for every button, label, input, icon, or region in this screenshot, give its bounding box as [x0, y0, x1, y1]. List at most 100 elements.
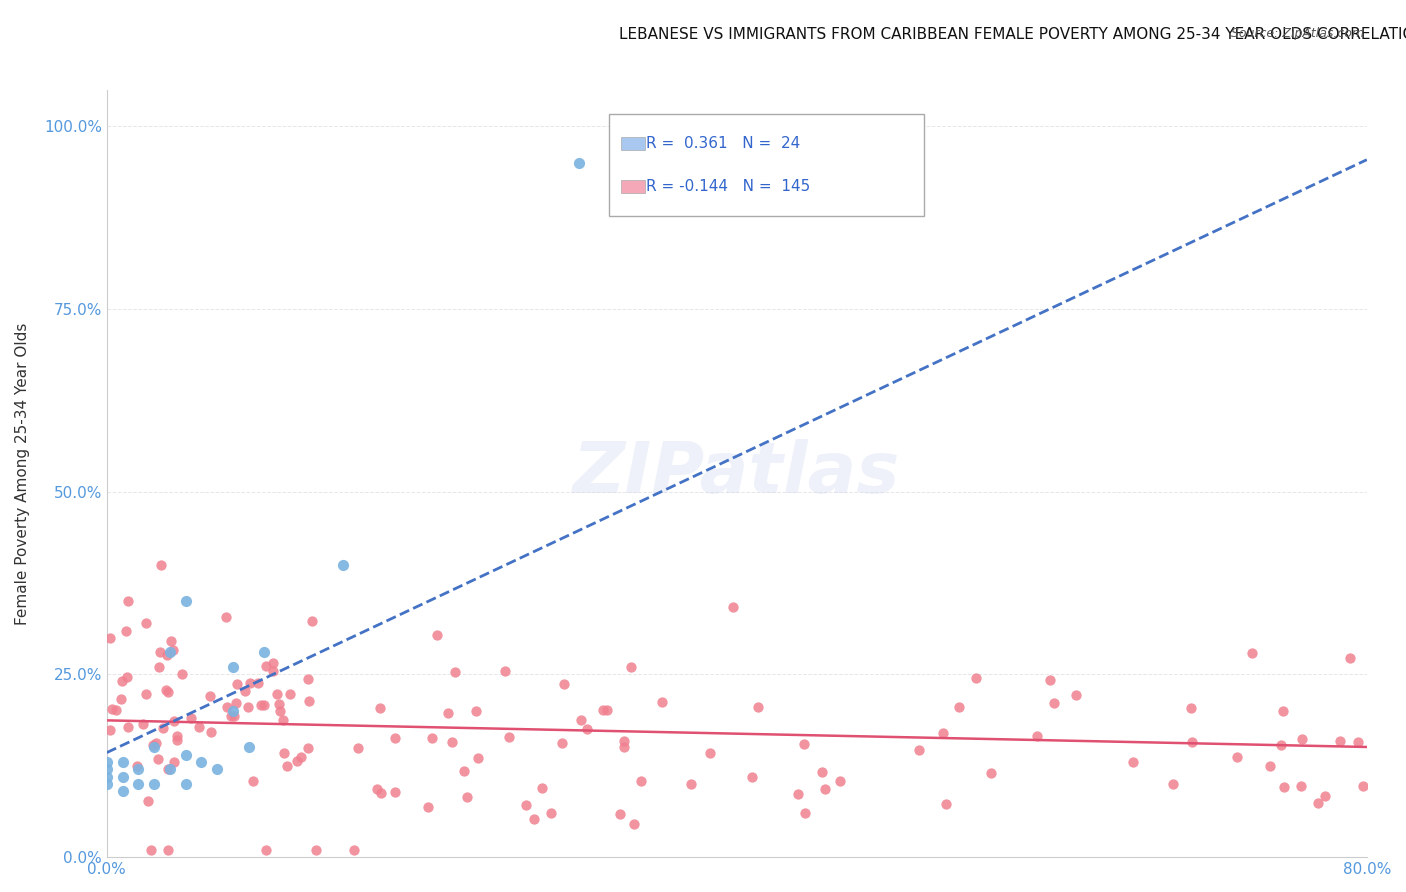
- Point: [443, 665, 465, 679]
- Point: [1272, 780, 1295, 795]
- Point: [166, 732, 188, 747]
- Point: [110, 692, 132, 706]
- Point: [143, 740, 166, 755]
- Point: [239, 676, 262, 690]
- Point: [215, 610, 238, 624]
- Text: ZIPatlas: ZIPatlas: [574, 439, 900, 508]
- Point: [111, 674, 134, 689]
- Point: [104, 703, 127, 717]
- Point: [146, 752, 169, 766]
- Point: [125, 758, 148, 772]
- Point: [1180, 701, 1202, 715]
- Y-axis label: Female Poverty Among 25-34 Year Olds: Female Poverty Among 25-34 Year Olds: [15, 322, 30, 624]
- Point: [143, 777, 166, 791]
- Point: [467, 751, 489, 765]
- Point: [1043, 696, 1066, 710]
- Point: [948, 700, 970, 714]
- Point: [1289, 779, 1312, 793]
- Point: [142, 738, 165, 752]
- Point: [681, 777, 703, 791]
- Point: [1339, 651, 1361, 665]
- Point: [254, 658, 277, 673]
- Point: [1347, 734, 1369, 748]
- Point: [117, 720, 139, 734]
- Point: [114, 624, 136, 638]
- Point: [1026, 729, 1049, 743]
- Point: [221, 708, 243, 723]
- Point: [233, 684, 256, 698]
- Point: [651, 695, 673, 709]
- Point: [786, 787, 808, 801]
- Point: [236, 699, 259, 714]
- Point: [569, 713, 592, 727]
- Point: [1241, 646, 1264, 660]
- Point: [290, 749, 312, 764]
- Point: [436, 706, 458, 721]
- Text: Source: ZipAtlas.com: Source: ZipAtlas.com: [1230, 27, 1364, 40]
- Point: [540, 805, 562, 820]
- Point: [246, 676, 269, 690]
- Point: [747, 699, 769, 714]
- Point: [613, 739, 636, 754]
- Point: [297, 740, 319, 755]
- Point: [226, 677, 249, 691]
- Point: [304, 843, 326, 857]
- Point: [368, 701, 391, 715]
- Point: [111, 770, 134, 784]
- Point: [190, 755, 212, 769]
- Point: [1226, 749, 1249, 764]
- Point: [935, 797, 957, 811]
- Point: [111, 755, 134, 769]
- Point: [253, 698, 276, 713]
- Point: [814, 782, 837, 797]
- Point: [156, 648, 179, 663]
- Point: [741, 770, 763, 784]
- Point: [273, 747, 295, 761]
- Point: [222, 704, 245, 718]
- Text: LEBANESE VS IMMIGRANTS FROM CARIBBEAN FEMALE POVERTY AMONG 25-34 YEAR OLDS CORRE: LEBANESE VS IMMIGRANTS FROM CARIBBEAN FE…: [619, 27, 1406, 42]
- Point: [453, 764, 475, 779]
- Point: [343, 843, 366, 857]
- Point: [162, 642, 184, 657]
- Point: [422, 731, 444, 745]
- Point: [828, 774, 851, 789]
- Point: [1122, 755, 1144, 769]
- Point: [253, 645, 276, 659]
- Point: [180, 710, 202, 724]
- Point: [908, 743, 931, 757]
- Point: [139, 843, 162, 857]
- Point: [254, 843, 277, 857]
- Point: [1270, 738, 1292, 752]
- Point: [965, 671, 987, 685]
- Point: [198, 689, 221, 703]
- Point: [269, 704, 291, 718]
- Point: [187, 720, 209, 734]
- Point: [1291, 732, 1313, 747]
- Point: [298, 694, 321, 708]
- Point: [160, 633, 183, 648]
- Point: [170, 667, 193, 681]
- Point: [242, 774, 264, 789]
- Point: [96, 755, 118, 769]
- Point: [98, 631, 121, 645]
- Point: [205, 763, 228, 777]
- Point: [592, 703, 614, 717]
- Point: [132, 717, 155, 731]
- Point: [159, 645, 181, 659]
- Point: [101, 702, 124, 716]
- Point: [1353, 779, 1375, 793]
- Point: [699, 746, 721, 760]
- Point: [980, 766, 1002, 780]
- Point: [332, 558, 354, 572]
- Point: [174, 777, 197, 791]
- Point: [551, 736, 574, 750]
- Point: [96, 770, 118, 784]
- Point: [620, 659, 643, 673]
- Point: [222, 660, 245, 674]
- Point: [416, 800, 439, 814]
- Point: [115, 670, 138, 684]
- Point: [530, 781, 553, 796]
- Text: R =  0.361   N =  24: R = 0.361 N = 24: [645, 136, 800, 151]
- Point: [271, 713, 294, 727]
- Point: [1260, 759, 1282, 773]
